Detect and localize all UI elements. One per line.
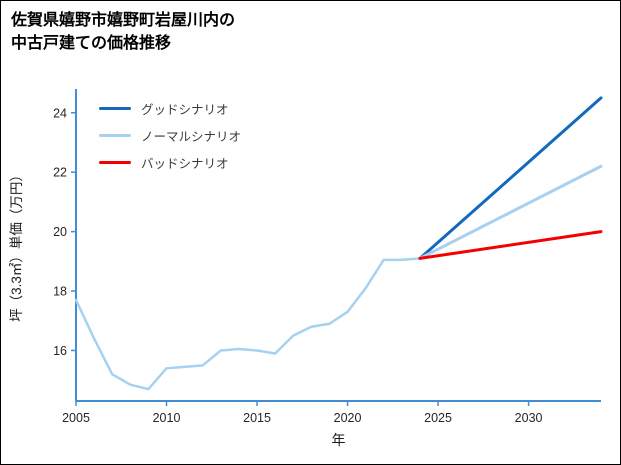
x-tick-label: 2010: [153, 411, 181, 425]
chart-title-line2: 中古戸建ての価格推移: [11, 35, 172, 53]
series-line-ノーマルシナリオ: [418, 164, 603, 260]
y-axis-label: 坪（3.3㎡）単価（万円）: [9, 168, 24, 322]
legend-item: ノーマルシナリオ: [99, 122, 241, 149]
chart-title: 佐賀県嬉野市嬉野町岩屋川内の 中古戸建ての価格推移: [11, 9, 235, 55]
y-tick-label: 16: [53, 344, 67, 358]
legend-line-swatch: [99, 134, 131, 137]
x-tick-label: 2005: [62, 411, 90, 425]
series-line-グッドシナリオ: [418, 96, 603, 260]
x-tick-label: 2025: [424, 411, 452, 425]
y-tick-label: 24: [53, 106, 67, 120]
legend-line-swatch: [99, 107, 131, 110]
legend-line-swatch: [99, 161, 131, 164]
chart-legend: グッドシナリオ ノーマルシナリオ バッドシナリオ: [99, 95, 241, 176]
legend-label: グッドシナリオ: [141, 103, 229, 117]
y-tick-label: 22: [53, 166, 67, 180]
x-tick-label: 2020: [334, 411, 362, 425]
legend-item: バッドシナリオ: [99, 149, 241, 176]
x-tick-label: 2030: [515, 411, 543, 425]
series-line-バッドシナリオ: [418, 230, 603, 260]
legend-label: ノーマルシナリオ: [141, 130, 242, 144]
series-line-history: [74, 257, 422, 391]
x-axis-label: 年: [332, 432, 346, 448]
y-tick-label: 20: [53, 225, 67, 239]
y-tick-label: 18: [53, 285, 67, 299]
legend-label: バッドシナリオ: [141, 157, 229, 171]
legend-item: グッドシナリオ: [99, 95, 241, 122]
chart-title-line1: 佐賀県嬉野市嬉野町岩屋川内の: [11, 12, 236, 29]
x-tick-label: 2015: [243, 411, 271, 425]
